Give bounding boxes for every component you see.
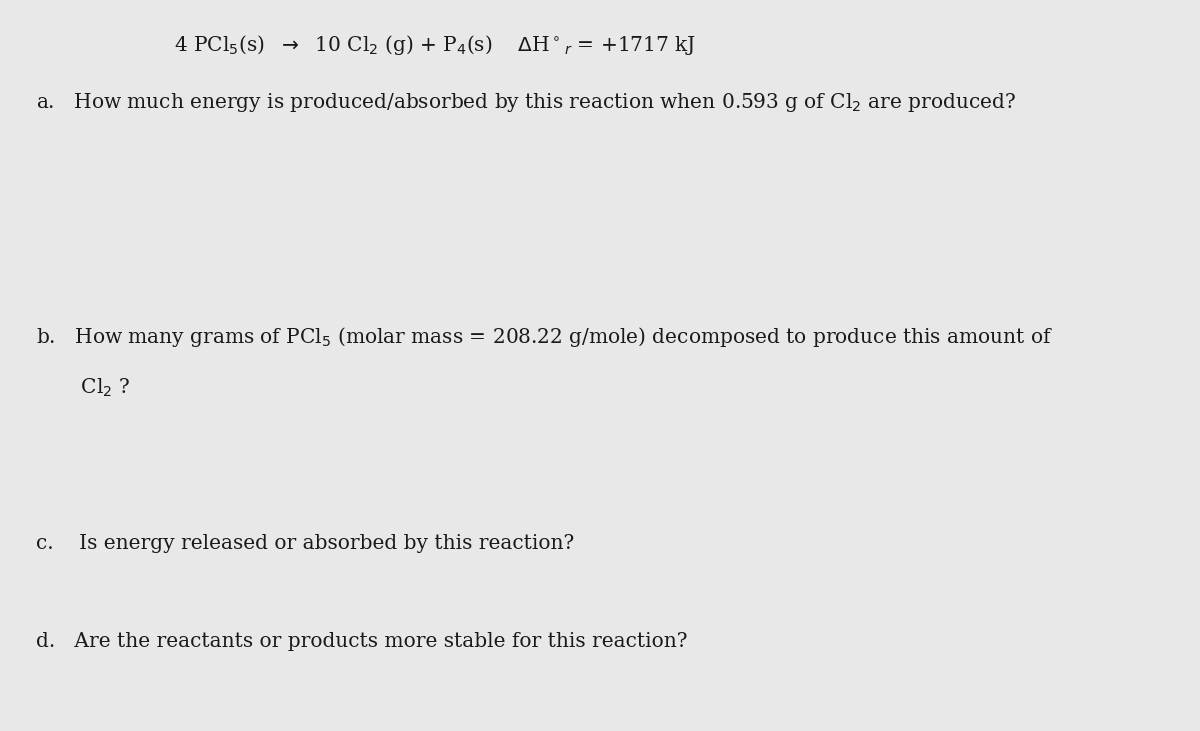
Text: d.   Are the reactants or products more stable for this reaction?: d. Are the reactants or products more st… xyxy=(36,632,688,651)
Text: 4 PCl$_5$(s)  $\rightarrow$  10 Cl$_2$ (g) + P$_4$(s)    $\Delta$H$^\circ$$_r$ =: 4 PCl$_5$(s) $\rightarrow$ 10 Cl$_2$ (g)… xyxy=(174,33,696,57)
Text: b.   How many grams of PCl$_5$ (molar mass = 208.22 g/mole) decomposed to produc: b. How many grams of PCl$_5$ (molar mass… xyxy=(36,325,1054,349)
Text: Cl$_2$ ?: Cl$_2$ ? xyxy=(36,376,131,399)
Text: c.    Is energy released or absorbed by this reaction?: c. Is energy released or absorbed by thi… xyxy=(36,534,575,553)
Text: a.   How much energy is produced/absorbed by this reaction when 0.593 g of Cl$_2: a. How much energy is produced/absorbed … xyxy=(36,91,1016,114)
